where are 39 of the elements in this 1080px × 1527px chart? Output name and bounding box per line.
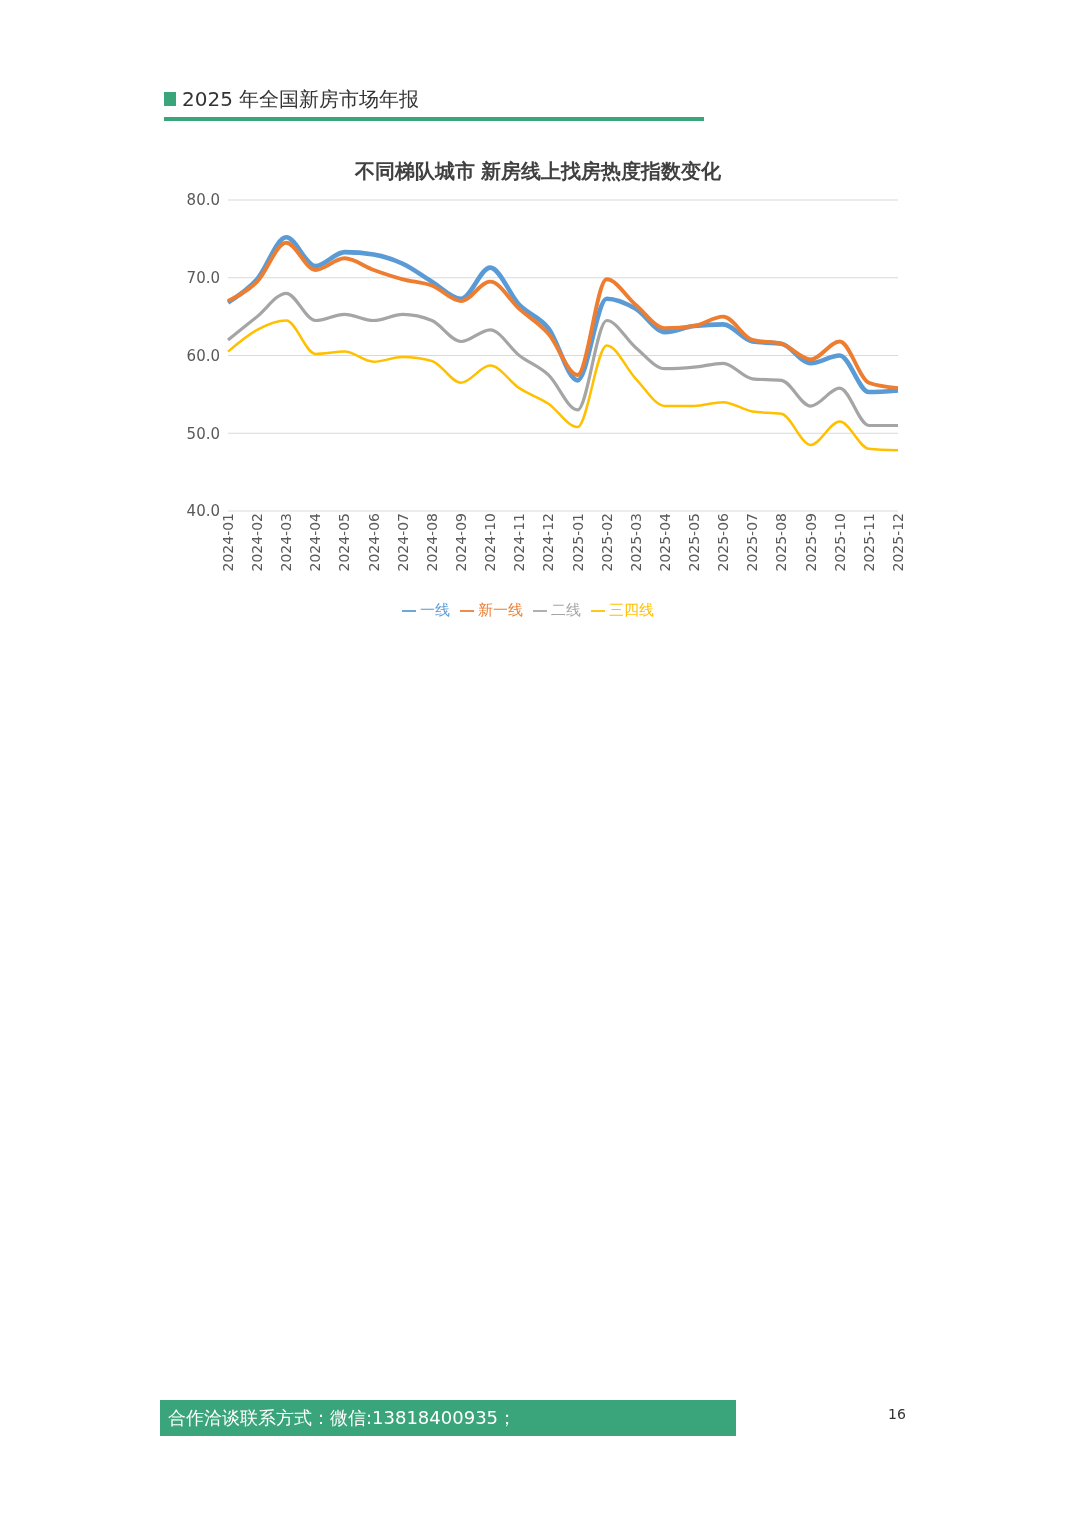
x-tick-label: 2024-08 bbox=[423, 513, 440, 572]
line-series bbox=[226, 319, 900, 452]
y-tick-label: 70.0 bbox=[186, 269, 220, 288]
y-tick-label: 40.0 bbox=[186, 502, 220, 521]
x-tick-label: 2025-04 bbox=[656, 512, 673, 572]
legend-label: 新一线 bbox=[478, 601, 523, 619]
x-tick-label: 2024-03 bbox=[278, 513, 295, 572]
chart-title: 不同梯队城市 新房线上找房热度指数变化 bbox=[353, 158, 723, 185]
y-tick-label: 50.0 bbox=[186, 424, 220, 443]
text: 合作洽谈联系方式：微信:13818400935； bbox=[160, 1400, 736, 1436]
line-series bbox=[226, 291, 900, 428]
x-tick-label: 2024-10 bbox=[482, 513, 499, 572]
x-tick-label: 2025-07 bbox=[744, 513, 761, 572]
x-tick-label: 2025-02 bbox=[598, 513, 615, 572]
x-tick-label: 2025-10 bbox=[831, 513, 848, 572]
x-tick-label: 2025-05 bbox=[686, 513, 703, 572]
x-tick-label: 2024-05 bbox=[336, 513, 353, 572]
legend-label: 三四线 bbox=[609, 601, 654, 619]
x-tick-label: 2024-12 bbox=[540, 513, 557, 572]
x-tick-label: 2025-06 bbox=[715, 512, 732, 572]
x-tick-label: 2024-04 bbox=[307, 512, 324, 572]
legend-label: 一线 bbox=[420, 601, 450, 619]
x-tick-label: 2024-06 bbox=[365, 512, 382, 572]
x-tick-label: 2025-09 bbox=[802, 513, 819, 572]
text: 16 bbox=[888, 1406, 906, 1422]
x-tick-label: 2024-11 bbox=[511, 513, 528, 572]
x-tick-label: 2025-01 bbox=[569, 513, 586, 572]
x-tick-label: 2024-07 bbox=[394, 513, 411, 572]
x-tick-label: 2024-01 bbox=[219, 513, 236, 572]
x-tick-label: 2025-03 bbox=[627, 513, 644, 572]
x-tick-label: 2025-11 bbox=[860, 513, 877, 572]
x-tick-label: 2025-12 bbox=[889, 513, 906, 572]
x-tick-label: 2024-02 bbox=[249, 513, 266, 572]
legend-label: 二线 bbox=[551, 601, 581, 619]
x-tick-label: 2024-09 bbox=[452, 513, 469, 572]
text: 2025 年全国新房市场年报 bbox=[164, 86, 704, 121]
x-tick-label: 2025-08 bbox=[773, 513, 790, 572]
y-tick-label: 60.0 bbox=[186, 346, 220, 365]
y-tick-label: 80.0 bbox=[186, 191, 220, 210]
